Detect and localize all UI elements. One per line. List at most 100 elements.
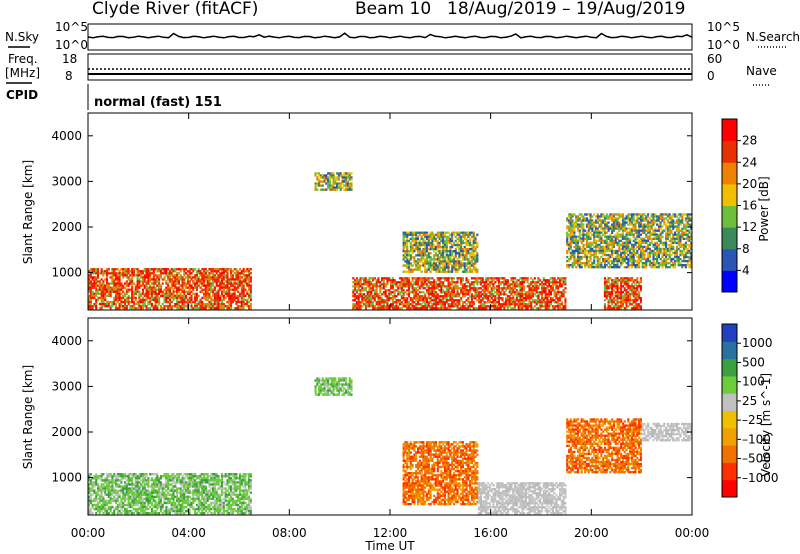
data-cell <box>433 291 436 294</box>
data-cell <box>224 280 227 283</box>
data-cell <box>544 289 547 292</box>
data-cell <box>449 233 452 236</box>
data-cell <box>492 305 495 308</box>
data-cell <box>122 272 125 275</box>
data-cell <box>427 241 430 245</box>
station-title: Clyde River (fitACF) <box>92 0 258 19</box>
data-cell <box>620 263 623 267</box>
data-cell <box>406 237 409 241</box>
data-cell <box>487 289 490 292</box>
data-cell <box>652 213 655 216</box>
data-cell <box>390 287 393 290</box>
data-cell <box>203 270 206 273</box>
data-cell <box>677 239 680 242</box>
data-cell <box>567 249 571 253</box>
data-cell <box>222 286 225 289</box>
data-cell <box>541 299 544 302</box>
data-cell <box>665 247 668 251</box>
data-cell <box>611 239 614 242</box>
data-cell <box>114 288 118 291</box>
data-cell <box>659 239 662 242</box>
data-cell <box>449 285 452 288</box>
data-cell <box>654 257 657 261</box>
data-cell <box>327 180 330 183</box>
data-cell <box>589 243 592 247</box>
data-cell <box>440 262 443 265</box>
data-cell <box>679 239 682 242</box>
data-cell <box>152 270 155 273</box>
data-cell <box>352 307 355 310</box>
data-cell <box>391 283 394 286</box>
data-cell <box>688 259 691 263</box>
data-cell <box>145 292 148 296</box>
data-cell <box>341 180 344 183</box>
data-cell <box>659 215 662 218</box>
data-cell <box>177 278 180 281</box>
freq-nave-panel: 18 8 Freq. [MHz] 60 0 Nave <box>5 52 777 86</box>
data-cell <box>416 289 420 292</box>
data-cell <box>116 294 119 298</box>
data-cell <box>469 243 472 247</box>
data-cell <box>566 243 569 247</box>
data-cell <box>497 289 500 292</box>
data-cell <box>168 292 171 296</box>
data-cell <box>643 223 646 226</box>
data-cell <box>440 295 443 298</box>
data-cell <box>328 180 331 183</box>
data-cell <box>605 307 608 310</box>
data-cell <box>386 307 389 310</box>
data-cell <box>368 289 371 292</box>
data-cell <box>603 277 607 280</box>
data-cell <box>122 300 125 304</box>
data-cell <box>168 274 171 277</box>
data-cell <box>397 307 400 310</box>
data-cell <box>654 231 657 234</box>
data-cell <box>93 284 96 287</box>
nsearch-label: N.Search <box>746 30 800 44</box>
data-cell <box>472 307 475 310</box>
data-cell <box>431 266 434 269</box>
data-cell <box>499 287 502 290</box>
data-cell <box>672 225 675 228</box>
data-cell <box>147 286 150 289</box>
data-cell <box>639 225 642 228</box>
data-cell <box>208 302 211 306</box>
data-cell <box>469 295 472 298</box>
data-cell <box>420 307 423 310</box>
data-cell <box>201 304 204 308</box>
data-cell <box>648 263 651 267</box>
data-cell <box>100 284 103 287</box>
data-cell <box>141 307 145 310</box>
data-cell <box>584 253 587 257</box>
data-cell <box>427 264 430 267</box>
data-cell <box>319 180 322 183</box>
data-cell <box>648 247 651 251</box>
data-cell <box>442 258 445 261</box>
data-cell <box>567 257 571 261</box>
data-cell <box>161 282 164 285</box>
data-cell <box>605 217 608 220</box>
data-cell <box>407 285 411 288</box>
data-cell <box>683 255 686 259</box>
data-cell <box>377 299 380 302</box>
data-cell <box>627 266 630 269</box>
data-cell <box>418 241 421 245</box>
data-cell <box>228 300 231 304</box>
data-cell <box>382 303 385 306</box>
data-cell <box>168 296 171 300</box>
data-cell <box>647 235 650 238</box>
data-cell <box>222 302 225 306</box>
data-cell <box>602 233 605 236</box>
data-cell <box>593 229 596 232</box>
data-cell <box>641 247 644 251</box>
data-cell <box>393 293 396 296</box>
data-cell <box>603 279 607 282</box>
data-cell <box>494 297 497 300</box>
data-cell <box>427 235 430 239</box>
data-cell <box>501 277 504 280</box>
data-cell <box>460 289 463 292</box>
data-cell <box>129 296 132 300</box>
data-cell <box>593 257 596 261</box>
data-cell <box>197 294 200 298</box>
data-cell <box>436 250 439 253</box>
